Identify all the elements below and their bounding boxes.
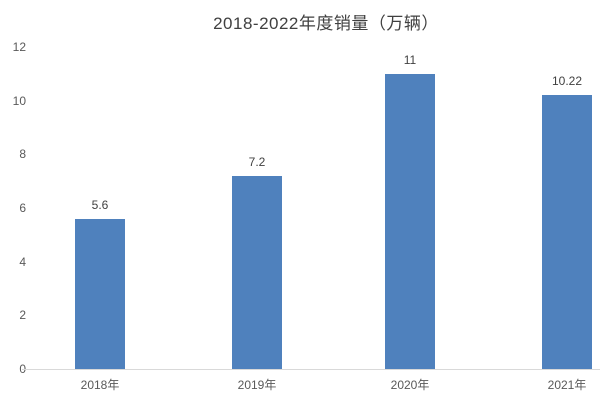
x-tick-label: 2019年	[237, 378, 277, 392]
y-tick-label: 2	[19, 308, 26, 323]
y-tick-label: 8	[19, 147, 26, 162]
y-tick-label: 10	[12, 93, 26, 108]
x-tick-label: 2018年	[80, 378, 120, 392]
chart-title: 2018-2022年度销量（万辆）	[213, 14, 439, 33]
bar-value-label: 7.2	[248, 154, 266, 169]
bar-value-label: 5.6	[91, 197, 109, 212]
x-axis-line	[22, 369, 600, 370]
x-tick-label: 2021年	[547, 378, 587, 392]
x-tick-label: 2020年	[390, 378, 430, 392]
y-tick-label: 4	[19, 254, 26, 269]
bar-value-label: 11	[403, 52, 417, 67]
bar-2019年	[232, 175, 282, 369]
bar-2021年	[542, 94, 592, 369]
bar-2020年	[385, 73, 435, 369]
bar-value-label: 10.22	[551, 73, 583, 88]
bar-2018年	[75, 218, 125, 369]
y-tick-label: 12	[12, 40, 26, 54]
y-tick-label: 6	[19, 201, 26, 215]
